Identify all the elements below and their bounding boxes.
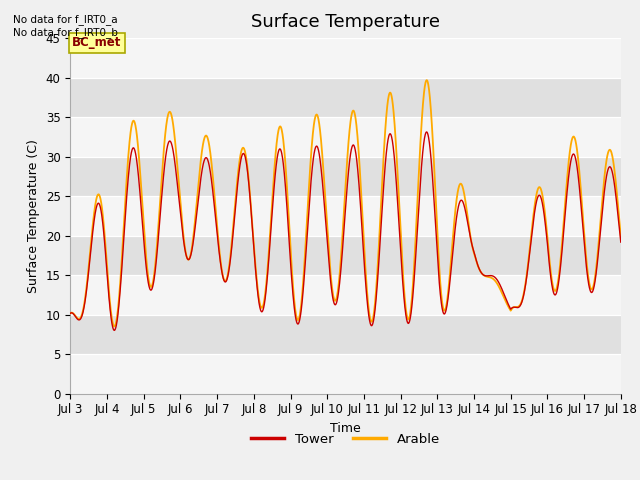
Bar — [70, 157, 621, 196]
Bar — [70, 117, 621, 157]
Bar — [70, 236, 621, 275]
Y-axis label: Surface Temperature (C): Surface Temperature (C) — [28, 139, 40, 293]
Bar — [70, 275, 621, 315]
Text: No data for f_IRT0_a
No data for f_IRT0_b: No data for f_IRT0_a No data for f_IRT0_… — [13, 14, 118, 38]
Legend: Tower, Arable: Tower, Arable — [246, 427, 445, 451]
Bar — [70, 354, 621, 394]
Bar — [70, 38, 621, 78]
Bar — [70, 315, 621, 354]
Bar — [70, 196, 621, 236]
X-axis label: Time: Time — [330, 422, 361, 435]
Bar — [70, 78, 621, 117]
Title: Surface Temperature: Surface Temperature — [251, 13, 440, 31]
Text: BC_met: BC_met — [72, 36, 122, 49]
